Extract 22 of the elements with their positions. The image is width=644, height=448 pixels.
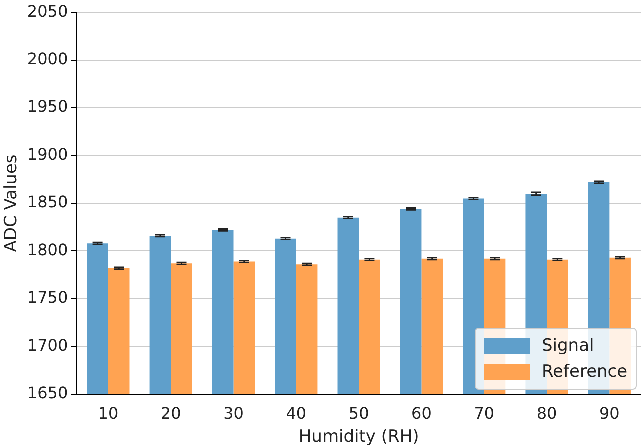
x-tick-label: 60 bbox=[412, 404, 432, 424]
x-tick-label: 40 bbox=[286, 404, 307, 424]
y-tick-label: 2050 bbox=[27, 2, 68, 21]
y-tick-label: 1800 bbox=[27, 240, 68, 260]
x-tick-label: 90 bbox=[599, 404, 620, 424]
y-axis-title: ADC Values bbox=[2, 154, 22, 252]
x-tick-label: 50 bbox=[348, 404, 370, 424]
y-tick-label: 2000 bbox=[27, 49, 68, 68]
legend-label: Signal bbox=[542, 336, 594, 356]
x-tick-label: 80 bbox=[536, 404, 558, 424]
x-tick-label: 30 bbox=[224, 404, 244, 424]
y-tick-label: 1850 bbox=[27, 192, 68, 212]
y-tick-label: 1750 bbox=[27, 288, 68, 308]
legend-label: Reference bbox=[542, 362, 628, 382]
x-tick-label: 20 bbox=[160, 404, 182, 424]
y-tick-label: 1950 bbox=[27, 97, 68, 116]
y-tick-label: 1900 bbox=[27, 144, 68, 164]
y-tick-label: 1700 bbox=[27, 336, 68, 355]
x-tick-label: 70 bbox=[474, 404, 495, 424]
x-axis-title: Humidity (RH) bbox=[298, 427, 420, 448]
y-tick-label: 1650 bbox=[27, 384, 68, 403]
x-tick-label: 10 bbox=[98, 404, 119, 424]
